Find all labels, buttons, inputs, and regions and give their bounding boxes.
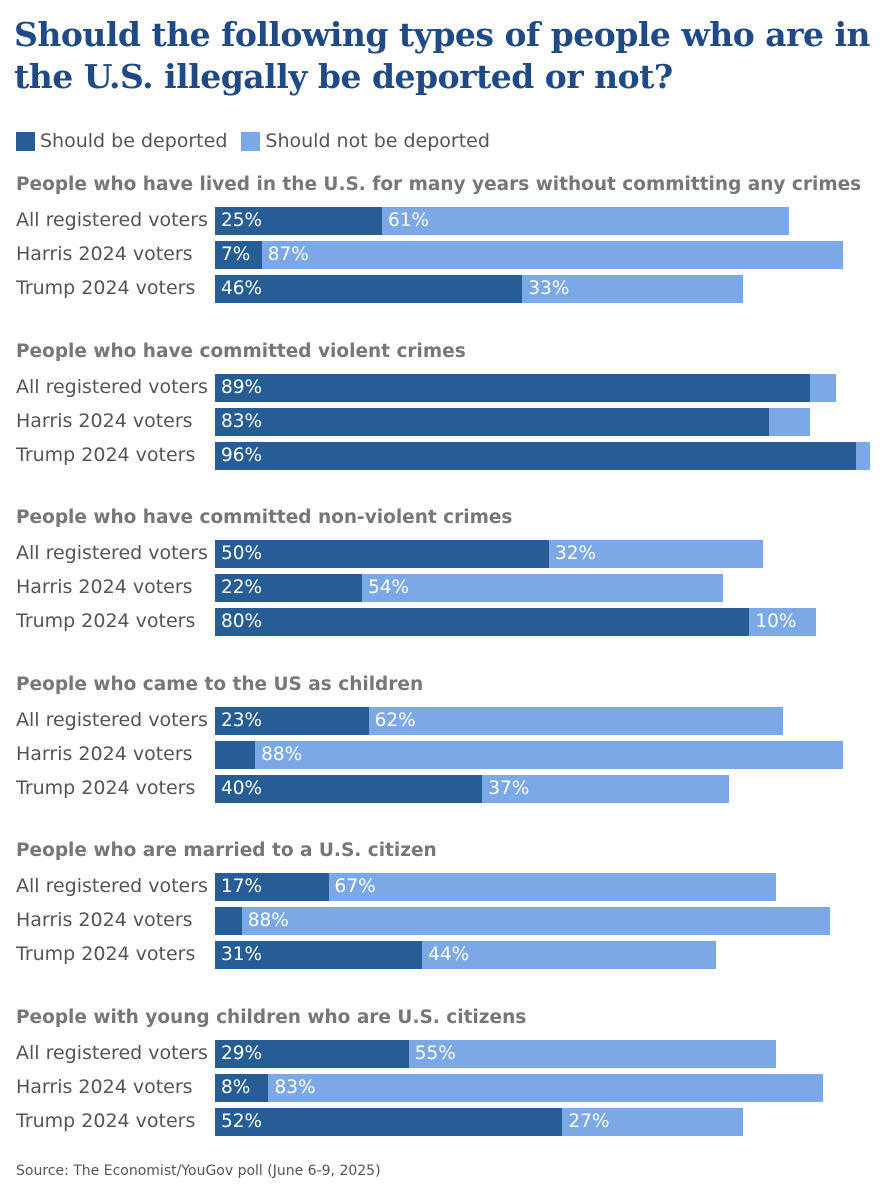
data-label-not-deported: 44% xyxy=(428,944,470,966)
legend: Should be deported Should not be deporte… xyxy=(16,130,504,152)
bar-deported xyxy=(215,1074,269,1102)
bar-not-deported xyxy=(562,1108,743,1136)
data-label-deported: 80% xyxy=(221,611,263,633)
bar-deported xyxy=(215,441,857,470)
row-label: All registered voters xyxy=(16,1042,208,1064)
legend-swatch-deported xyxy=(16,131,35,151)
data-label-not-deported: 61% xyxy=(388,210,430,231)
legend-label-deported: Should be deported xyxy=(40,130,228,152)
bar-deported xyxy=(215,407,770,436)
row-label: Trump 2024 voters xyxy=(16,610,196,633)
bar-not-deported xyxy=(549,540,763,569)
bar-deported xyxy=(215,540,549,569)
data-label-not-deported: 37% xyxy=(488,777,530,799)
bar-not-deported xyxy=(856,441,870,470)
data-label-deported: 46% xyxy=(221,278,263,299)
group-title: People who have committed violent crimes xyxy=(16,340,466,362)
data-label-deported: 31% xyxy=(221,944,263,966)
bar-deported xyxy=(215,241,262,269)
data-label-deported: 25% xyxy=(221,210,263,231)
bar-not-deported xyxy=(809,373,837,402)
data-label-deported: 29% xyxy=(221,1043,263,1064)
data-label-deported: 7% xyxy=(221,244,251,265)
data-label-not-deported: 54% xyxy=(367,577,410,599)
bar-deported xyxy=(215,740,256,769)
bar-not-deported xyxy=(769,407,810,436)
data-label-deported: 50% xyxy=(221,543,263,565)
bar-not-deported xyxy=(382,207,790,235)
row-label: Harris 2024 voters xyxy=(16,576,193,599)
data-label-deported: 96% xyxy=(221,444,263,466)
bar-not-deported xyxy=(261,241,843,269)
bar-not-deported xyxy=(522,275,743,303)
legend-swatch-not-deported xyxy=(241,131,261,151)
bar-deported xyxy=(215,275,523,303)
data-label-not-deported: 67% xyxy=(334,876,376,898)
bar-deported xyxy=(215,873,329,902)
bar-not-deported xyxy=(255,740,843,769)
bar-deported xyxy=(215,907,242,936)
bar-not-deported xyxy=(422,941,716,970)
bar-deported xyxy=(215,706,369,735)
group-title: People who are married to a U.S. citizen xyxy=(16,840,437,862)
source-note: Source: The Economist/YouGov poll (June … xyxy=(16,1163,381,1179)
data-label-deported: 89% xyxy=(221,376,263,398)
row-label: Harris 2024 voters xyxy=(16,742,193,765)
bar-deported xyxy=(215,1108,563,1136)
data-label-deported: 17% xyxy=(221,876,263,898)
chart-title: Should the following types of people who… xyxy=(14,15,871,96)
data-label-not-deported: 32% xyxy=(555,543,597,565)
row-label: All registered voters xyxy=(16,209,208,231)
bar-deported xyxy=(215,608,750,637)
bar-deported xyxy=(215,941,423,970)
row-label: Trump 2024 voters xyxy=(16,943,196,966)
data-label-deported: 23% xyxy=(221,709,263,731)
bar-not-deported xyxy=(328,873,777,902)
bar-deported xyxy=(215,373,810,402)
row-label: All registered voters xyxy=(16,542,208,565)
legend-label-not-deported: Should not be deported xyxy=(265,130,490,152)
bar-deported xyxy=(215,207,382,235)
row-label: All registered voters xyxy=(16,375,208,398)
bar-not-deported xyxy=(482,774,730,803)
bar-not-deported xyxy=(268,1074,823,1102)
bar-not-deported xyxy=(241,907,830,936)
data-label-not-deported: 62% xyxy=(374,709,416,731)
data-label-deported: 83% xyxy=(221,410,263,432)
row-label: Trump 2024 voters xyxy=(16,1110,196,1132)
data-label-not-deported: 83% xyxy=(274,1077,316,1098)
data-label-not-deported: 55% xyxy=(414,1043,456,1064)
group-title: People with young children who are U.S. … xyxy=(16,1007,527,1028)
bar-not-deported xyxy=(749,608,817,637)
bar-deported xyxy=(215,574,362,603)
data-label-not-deported: 88% xyxy=(247,910,289,932)
data-label-deported: 52% xyxy=(221,1111,263,1132)
data-label-deported: 22% xyxy=(221,577,263,599)
data-label-deported: 40% xyxy=(221,777,263,799)
bar-deported xyxy=(215,1040,409,1068)
data-label-not-deported: 33% xyxy=(528,278,570,299)
row-label: Harris 2024 voters xyxy=(16,243,193,265)
data-label-deported: 8% xyxy=(221,1077,251,1098)
data-label-not-deported: 88% xyxy=(261,743,303,765)
row-label: All registered voters xyxy=(16,875,208,898)
data-label-not-deported: 10% xyxy=(755,611,797,633)
bar-not-deported xyxy=(361,574,723,603)
row-label: Harris 2024 voters xyxy=(16,909,193,932)
bar-deported xyxy=(215,774,483,803)
group-title: People who came to the US as children xyxy=(16,673,424,695)
group-title: People who have lived in the U.S. for ma… xyxy=(16,174,862,195)
bar-not-deported xyxy=(408,1040,777,1068)
row-label: All registered voters xyxy=(16,708,208,731)
row-label: Trump 2024 voters xyxy=(16,776,196,799)
row-label: Trump 2024 voters xyxy=(16,277,196,299)
row-label: Harris 2024 voters xyxy=(16,1076,193,1098)
data-label-not-deported: 87% xyxy=(267,244,309,265)
group-title: People who have committed non-violent cr… xyxy=(16,507,513,529)
bar-not-deported xyxy=(368,706,783,735)
row-label: Harris 2024 voters xyxy=(16,409,193,432)
row-label: Trump 2024 voters xyxy=(16,443,196,466)
data-label-not-deported: 27% xyxy=(568,1111,610,1132)
